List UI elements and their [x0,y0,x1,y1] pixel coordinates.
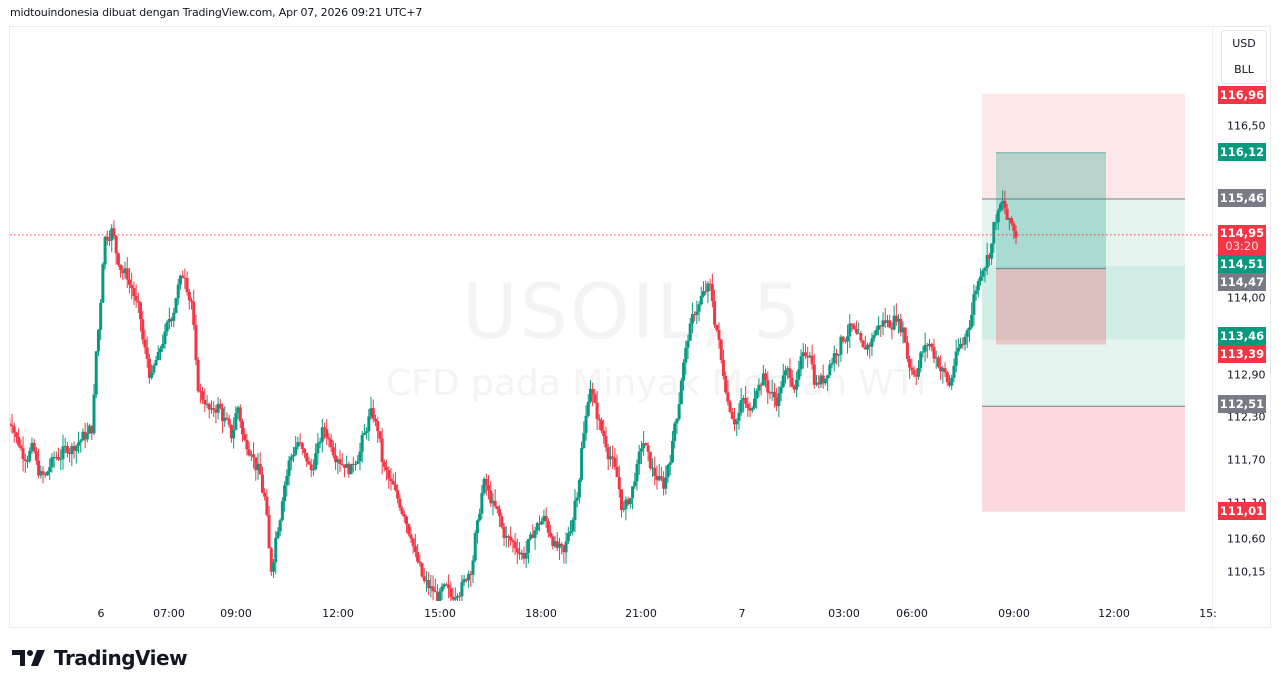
time-tick: 15: [1199,607,1217,620]
candlestick-chart [10,93,1212,601]
time-tick: 12:00 [322,607,354,620]
stop-zone-upper [982,93,1185,200]
time-tick: 21:00 [625,607,657,620]
target-zone-c [982,339,1185,407]
price-level-label: 116,96 [1218,86,1266,104]
price-level-label: 111,01 [1218,502,1266,520]
time-tick: 18:00 [525,607,557,620]
chart-plot-area[interactable]: USOIL, 5 CFD pada Minyak Mentah WTI [10,27,1212,601]
time-tick: 6 [97,607,105,620]
price-tick: 111,70 [1227,453,1266,467]
tradingview-logo-icon [12,650,45,666]
price-level-label: 112,51 [1218,395,1266,413]
price-level-label: 113,39 [1218,345,1266,363]
last-price: 114,95 [1219,226,1265,240]
price-tick: 110,60 [1227,532,1266,546]
time-tick: 09:00 [220,607,252,620]
price-axis[interactable]: USD BLL 116,50 114,00 112,90 112,30 111,70 11… [1212,27,1271,627]
price-level-label: 114,47 [1218,273,1266,291]
currency-unit-selector[interactable]: USD BLL [1221,30,1267,84]
price-tick: 112,90 [1227,368,1266,382]
time-axis[interactable]: 6 07:00 09:00 12:00 15:00 18:00 21:00 7 03:00 06:… [10,601,1217,627]
loss-zone [996,268,1106,345]
target-zone-b [982,265,1185,340]
time-tick: 09:00 [998,607,1030,620]
price-level-label: 114,95 03:20 [1218,225,1266,255]
symbol-watermark: USOIL, 5 [462,267,804,356]
bar-countdown: 03:20 [1225,239,1259,253]
time-tick: 07:00 [153,607,185,620]
price-tick: 110,15 [1227,565,1266,579]
price-level-label: 114,51 [1218,255,1266,273]
time-tick: 03:00 [828,607,860,620]
price-level-label: 115,46 [1218,189,1266,207]
price-tick: 116,50 [1227,119,1266,133]
currency-label: USD [1232,37,1256,50]
profit-zone [996,152,1106,269]
tradingview-brand: TradingView [54,646,188,670]
time-tick: 06:00 [896,607,928,620]
time-tick: 15:00 [424,607,456,620]
price-level-label: 113,46 [1218,327,1266,345]
time-tick: 12:00 [1098,607,1130,620]
price-tick: 114,00 [1227,291,1266,305]
price-tick: 112,30 [1227,410,1266,424]
time-tick: 7 [738,607,746,620]
unit-label: BLL [1234,63,1254,76]
tradingview-logo[interactable]: TradingView [12,646,188,670]
description-watermark: CFD pada Minyak Mentah WTI [386,363,927,404]
price-level-label: 116,12 [1218,143,1266,161]
stop-zone-lower [982,406,1185,512]
chart-attribution: midtouindonesia dibuat dengan TradingVie… [10,6,423,19]
